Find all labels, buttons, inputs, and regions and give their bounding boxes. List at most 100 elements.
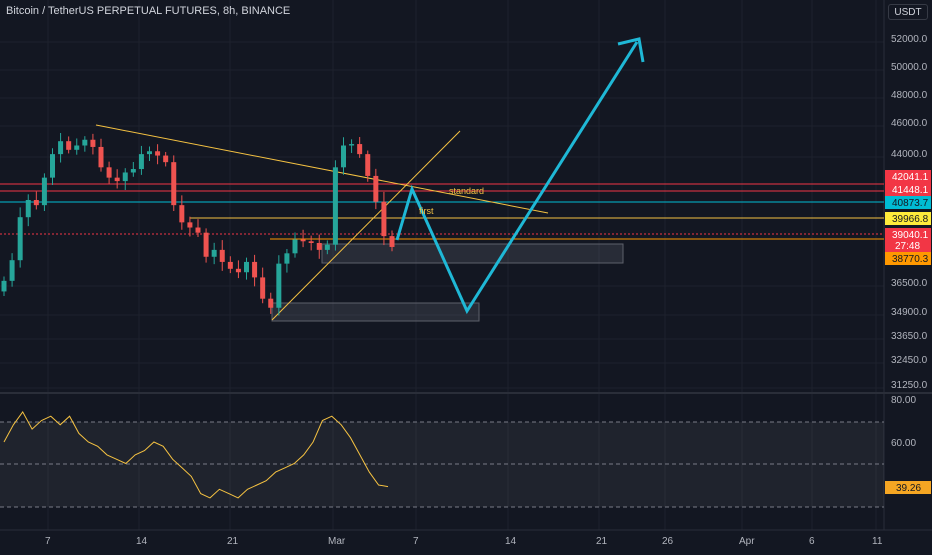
price-tick: 33650.0 xyxy=(891,331,928,342)
annotation-first[interactable]: first xyxy=(419,206,434,216)
candle-body xyxy=(90,139,96,147)
rsi-value-badge-bg xyxy=(885,481,931,494)
badge-39966-bg xyxy=(885,212,931,225)
candle-body xyxy=(292,239,298,254)
date-tick: 26 xyxy=(662,536,674,547)
price-tick: 36500.0 xyxy=(891,278,928,289)
rsi-tick: 60.00 xyxy=(891,438,916,449)
candle-body xyxy=(187,222,193,228)
date-tick: 21 xyxy=(227,536,239,547)
candle-body xyxy=(58,141,64,155)
candle-body xyxy=(389,236,395,247)
candle-body xyxy=(276,263,282,308)
badge-41448: 41448.1 xyxy=(892,185,929,196)
demand-zone-lower[interactable] xyxy=(271,302,480,322)
candle-body xyxy=(324,244,330,250)
candle-body xyxy=(74,145,80,150)
candle-body xyxy=(171,162,177,206)
candle-body xyxy=(138,154,144,170)
candle-body xyxy=(163,155,169,163)
candle-body xyxy=(365,154,371,176)
candle-body xyxy=(25,200,31,218)
annotation-standard[interactable]: standard xyxy=(449,186,484,196)
descending-trendline[interactable] xyxy=(95,124,549,214)
rsi-value-badge: 39.26 xyxy=(896,483,921,494)
candle-body xyxy=(349,144,355,146)
candle-body xyxy=(179,205,185,223)
badge-39966: 39966.8 xyxy=(892,214,929,225)
badge-40873-bg xyxy=(885,196,931,209)
price-tick: 46000.0 xyxy=(891,118,928,129)
candle-body xyxy=(155,151,161,156)
candle-body xyxy=(130,169,136,173)
rsi-tick: 80.00 xyxy=(891,395,916,406)
badge-39040-bg xyxy=(885,228,931,252)
demand-zone-upper[interactable] xyxy=(321,243,624,264)
candle-body xyxy=(252,261,258,278)
candle-body xyxy=(66,141,72,150)
candle-body xyxy=(316,243,322,250)
badge-39040: 39040.1 xyxy=(892,230,929,241)
date-tick: 14 xyxy=(505,536,517,547)
date-tick: 6 xyxy=(809,536,815,547)
candle-body xyxy=(284,253,290,264)
price-tick: 48000.0 xyxy=(891,90,928,101)
candle-body xyxy=(195,227,201,233)
candle-body xyxy=(106,167,112,178)
badge-40873: 40873.7 xyxy=(892,198,929,209)
price-badges: 42041.1 41448.1 40873.7 39966.8 39040.1 … xyxy=(885,170,931,265)
candle-body xyxy=(268,298,274,308)
candle-body xyxy=(41,177,47,206)
date-tick: 11 xyxy=(872,536,883,547)
rsi-axis[interactable]: 80.00 60.00 39.26 xyxy=(885,395,931,494)
projection-path[interactable] xyxy=(395,41,639,315)
date-tick: 7 xyxy=(45,536,51,547)
candle-body xyxy=(219,249,225,262)
rsi-line xyxy=(3,410,389,499)
badge-countdown: 27:48 xyxy=(895,241,920,252)
candle-body xyxy=(260,277,266,299)
badge-42041: 42041.1 xyxy=(892,172,929,183)
candle-body xyxy=(33,200,39,206)
candle-body xyxy=(332,167,338,245)
candle-body xyxy=(211,249,217,257)
projection-arrowhead-icon xyxy=(617,37,645,63)
symbol-title[interactable]: Bitcoin / TetherUS PERPETUAL FUTURES, 8h… xyxy=(6,5,291,17)
candle-body xyxy=(17,217,23,261)
badge-38770: 38770.3 xyxy=(892,254,929,265)
price-tick: 50000.0 xyxy=(891,62,928,73)
candle-body xyxy=(147,151,152,155)
candlestick-series xyxy=(1,132,395,316)
candle-body xyxy=(9,260,15,281)
candle-body xyxy=(244,261,249,273)
candle-body xyxy=(308,241,314,243)
price-tick: 34900.0 xyxy=(891,307,928,318)
candle-body xyxy=(82,139,88,146)
candle-body xyxy=(235,268,241,273)
candle-body xyxy=(122,172,128,182)
candle-body xyxy=(373,175,379,202)
price-tick: 31250.0 xyxy=(891,380,928,391)
date-tick: Mar xyxy=(328,536,346,547)
date-tick: 7 xyxy=(413,536,419,547)
price-tick: 52000.0 xyxy=(891,34,928,45)
candle-body xyxy=(227,261,233,269)
candle-body xyxy=(381,201,387,237)
date-tick: 21 xyxy=(596,536,608,547)
date-axis[interactable]: 7 14 21 Mar 7 14 21 26 Apr 6 11 xyxy=(45,536,883,547)
price-tick: 44000.0 xyxy=(891,149,928,160)
candle-body xyxy=(357,144,363,155)
currency-selector[interactable]: USDT xyxy=(888,4,928,20)
price-tick: 32450.0 xyxy=(891,355,928,366)
candle-body xyxy=(98,146,104,168)
candle-body xyxy=(300,239,306,242)
price-axis[interactable]: 52000.0 50000.0 48000.0 46000.0 44000.0 … xyxy=(891,34,928,391)
candle-body xyxy=(114,177,120,182)
date-tick: 14 xyxy=(136,536,148,547)
candle-body xyxy=(203,232,209,257)
badge-38770-bg xyxy=(885,252,931,265)
ascending-trendline[interactable] xyxy=(271,130,461,321)
candle-body xyxy=(50,154,55,178)
